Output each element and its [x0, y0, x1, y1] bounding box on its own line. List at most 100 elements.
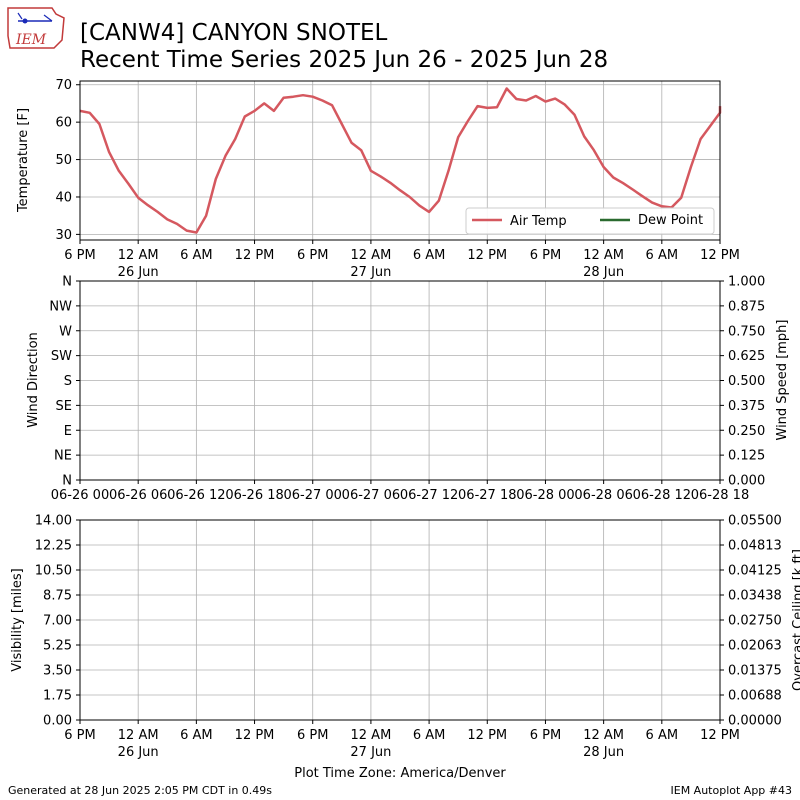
- x-tick-label: 6 PM: [64, 248, 95, 263]
- x-tick-label: 6 AM: [413, 248, 446, 263]
- x-tick-label: 06-28 00: [516, 488, 574, 503]
- visibility-tick-label: 0.00: [43, 714, 72, 729]
- ceiling-ylabel: Overcast Ceiling [k ft]: [791, 549, 800, 691]
- wind-direction-tick-label: NW: [49, 299, 72, 314]
- x-tick-label: 12 PM: [700, 728, 740, 743]
- wind-direction-tick-label: SE: [56, 399, 72, 414]
- x-tick-label: 12 AM: [583, 728, 624, 743]
- ceiling-tick-label: 0.00000: [728, 714, 782, 729]
- ceiling-tick-label: 0.00688: [728, 689, 782, 704]
- wind-direction-tick-label: NE: [54, 449, 72, 464]
- ceiling-tick-label: 0.02063: [728, 639, 782, 654]
- wind-grid: [79, 280, 721, 481]
- wind-speed-tick-label: 0.125: [728, 449, 765, 464]
- wind-direction-ticks: N NE E SE S SW W NW N: [49, 275, 80, 489]
- x-tick-label: 6 PM: [297, 248, 328, 263]
- legend-air-temp-label: Air Temp: [510, 214, 567, 229]
- x-tick-label: 12 PM: [235, 728, 275, 743]
- y-tick-label: 70: [55, 78, 72, 93]
- x-tick-label: 06-27 12: [400, 488, 458, 503]
- x-tick-label: 06-27 00: [284, 488, 342, 503]
- visibility-tick-label: 10.50: [35, 564, 72, 579]
- visibility-tick-label: 12.25: [35, 539, 72, 554]
- visibility-tick-label: 14.00: [35, 514, 72, 529]
- ceiling-tick-label: 0.04125: [728, 564, 782, 579]
- visibility-frame: [79, 519, 721, 721]
- wind-direction-tick-label: N: [62, 275, 72, 290]
- wind-speed-tick-label: 0.750: [728, 324, 765, 339]
- x-tick-label: 6 AM: [646, 728, 679, 743]
- temperature-y-ticks: 30 40 50 60 70: [55, 78, 80, 243]
- ceiling-tick-label: 0.03438: [728, 589, 782, 604]
- x-tick-date: 26 Jun: [118, 745, 159, 760]
- visibility-panel: 0.001.753.505.257.008.7510.5012.2514.00 …: [10, 514, 800, 761]
- air-temp-line: [79, 87, 722, 234]
- x-tick-label: 06-26 12: [167, 488, 225, 503]
- chart-title: [CANW4] CANYON SNOTEL: [80, 20, 388, 46]
- y-tick-label: 50: [55, 153, 72, 168]
- x-tick-label: 12 PM: [700, 248, 740, 263]
- x-tick-label: 6 PM: [530, 248, 561, 263]
- chart-subtitle: Recent Time Series 2025 Jun 26 - 2025 Ju…: [80, 47, 608, 73]
- wind-direction-ylabel: Wind Direction: [26, 332, 41, 428]
- ceiling-tick-label: 0.02750: [728, 614, 782, 629]
- barb-arrow-icon: [43, 14, 53, 22]
- station-dot-icon: [22, 18, 28, 24]
- x-tick-label: 6 AM: [413, 728, 446, 743]
- x-tick-date: 27 Jun: [350, 265, 391, 280]
- visibility-tick-label: 8.75: [43, 589, 72, 604]
- temperature-panel: 30 40 50 60 70 6 PM 12 AM 26 Jun 6 AM 12 PM 6 PM 1…: [16, 78, 740, 280]
- wind-speed-tick-label: 0.250: [728, 424, 765, 439]
- y-tick-label: 30: [55, 228, 72, 243]
- legend: Air Temp Dew Point: [465, 207, 715, 235]
- visibility-ticks: 0.00 1.75 3.50 5.25 7.00 8.75 10.50 12.25 14.00: [35, 514, 80, 729]
- x-tick-label: 06-28 18: [691, 488, 749, 503]
- legend-box: [465, 207, 715, 235]
- x-tick-label: 06-26 00: [51, 488, 109, 503]
- footer-generated: Generated at 28 Jun 2025 2:05 PM CDT in …: [8, 784, 272, 797]
- visibility-grid: [79, 519, 721, 721]
- temperature-ylabel: Temperature [F]: [16, 108, 31, 213]
- x-tick-label: 06-28 12: [633, 488, 691, 503]
- x-tick-label: 6 PM: [64, 728, 95, 743]
- x-tick-label: 12 AM: [118, 248, 159, 263]
- wind-direction-tick-label: SW: [51, 349, 72, 364]
- wind-x-ticks: 06-26 00 06-26 06 06-26 12 06-26 18 06-27 00…: [51, 480, 749, 503]
- footer-app: IEM Autoplot App #43: [671, 784, 793, 797]
- x-tick-label: 12 AM: [118, 728, 159, 743]
- wind-direction-tick-label: N: [62, 474, 72, 489]
- wind-speed-tick-label: 0.875: [728, 299, 765, 314]
- ceiling-ticks: 0.00000 0.00688 0.01375 0.02063 0.02750 0.034…: [720, 514, 782, 729]
- x-tick-date: 26 Jun: [118, 265, 159, 280]
- x-tick-label: 12 PM: [467, 728, 507, 743]
- logo-text: IEM: [15, 32, 47, 48]
- visibility-tick-label: 7.00: [43, 614, 72, 629]
- x-tick-date: 27 Jun: [350, 745, 391, 760]
- x-tick-label: 06-27 18: [458, 488, 516, 503]
- x-tick-label: 12 AM: [351, 248, 392, 263]
- wind-speed-ylabel: Wind Speed [mph]: [775, 320, 790, 441]
- wind-speed-ticks: 0.000 0.125 0.250 0.375 0.500 0.625 0.750 0.875…: [720, 275, 765, 489]
- iem-logo: IEM: [7, 7, 65, 49]
- x-tick-label: 6 PM: [530, 728, 561, 743]
- x-tick-label: 12 PM: [467, 248, 507, 263]
- x-tick-label: 06-28 06: [574, 488, 632, 503]
- visibility-tick-label: 3.50: [43, 664, 72, 679]
- x-tick-label: 12 AM: [351, 728, 392, 743]
- ceiling-tick-label: 0.01375: [728, 664, 782, 679]
- ceiling-tick-label: 0.05500: [728, 514, 782, 529]
- ceiling-tick-label: 0.04813: [728, 539, 782, 554]
- wind-speed-tick-label: 0.500: [728, 374, 765, 389]
- barb-feather-icon: [17, 12, 23, 20]
- x-tick-label: 6 AM: [180, 728, 213, 743]
- wind-speed-tick-label: 0.000: [728, 474, 765, 489]
- x-tick-label: 06-26 18: [225, 488, 283, 503]
- x-tick-label: 12 PM: [235, 248, 275, 263]
- x-tick-label: 6 PM: [297, 728, 328, 743]
- timezone-label: Plot Time Zone: America/Denver: [294, 766, 506, 781]
- x-tick-label: 12 AM: [583, 248, 624, 263]
- wind-speed-tick-label: 1.000: [728, 275, 765, 290]
- y-tick-label: 60: [55, 116, 72, 131]
